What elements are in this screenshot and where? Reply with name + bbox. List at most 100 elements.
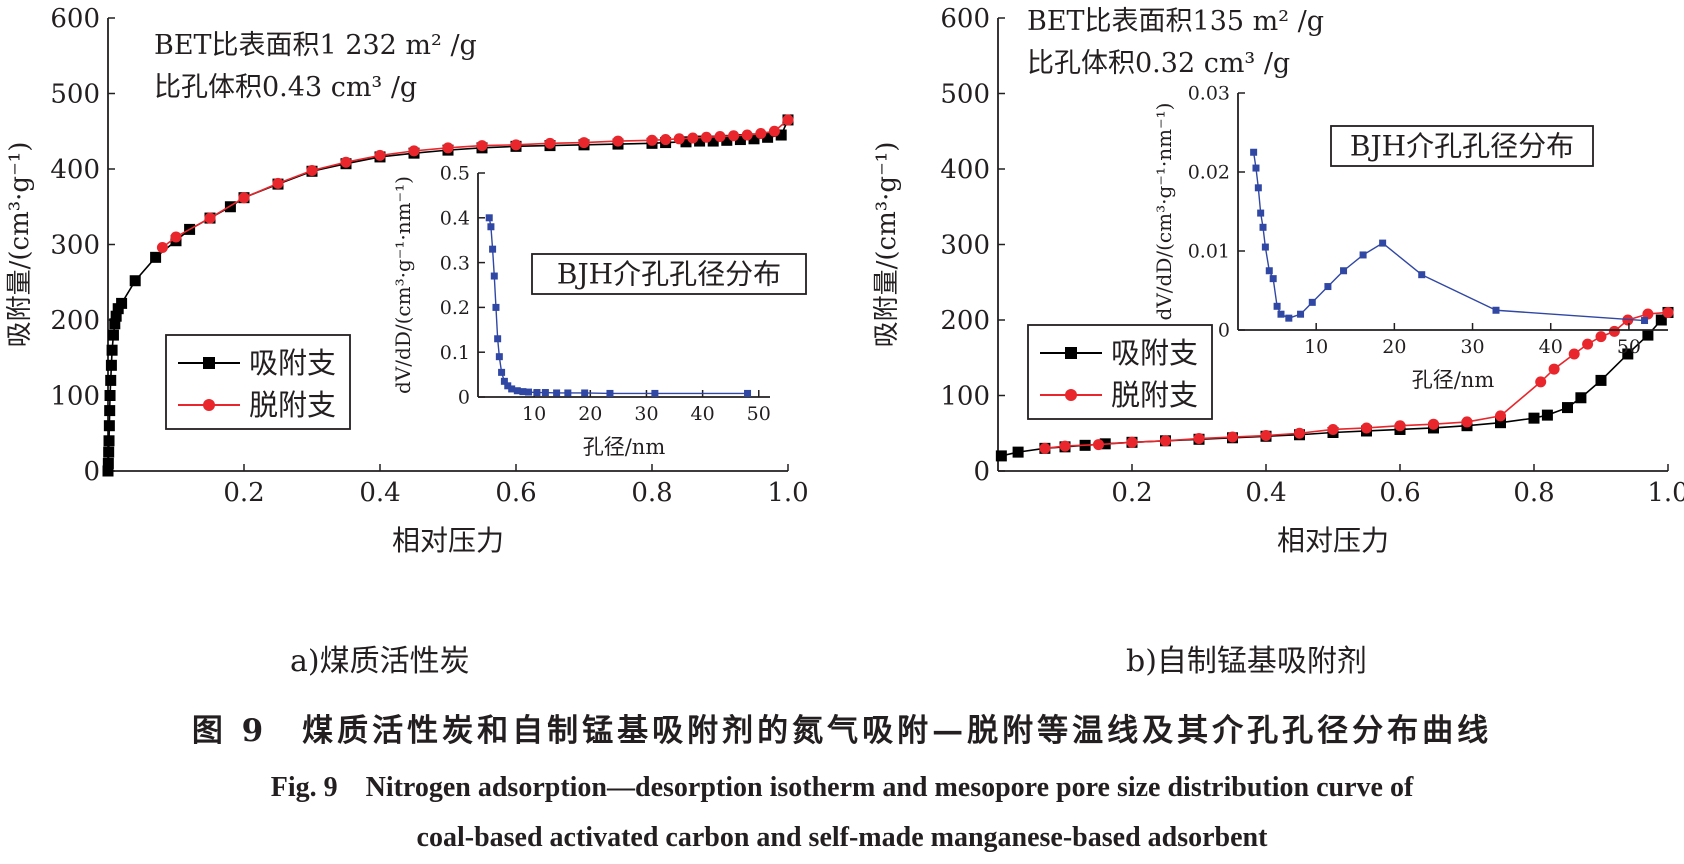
y-tick-label: 400	[940, 155, 990, 185]
data-point-circle	[374, 149, 386, 161]
data-point-square	[1308, 298, 1316, 306]
data-point-square	[1379, 239, 1387, 247]
data-point-circle	[544, 137, 556, 149]
data-point-square	[762, 131, 774, 143]
data-point-circle	[306, 165, 318, 177]
data-point-square	[1641, 317, 1649, 325]
x-tick-label: 30	[1460, 336, 1484, 358]
data-point-square	[1340, 267, 1348, 275]
x-tick-label: 0.8	[1513, 478, 1554, 508]
y-tick-label: 500	[50, 80, 100, 110]
data-point-square	[1012, 446, 1024, 458]
legend-label-desorption: 脱附支	[249, 388, 336, 422]
legend-box	[1027, 324, 1213, 420]
data-point-square	[110, 310, 122, 322]
data-point-square	[104, 390, 116, 401]
x-axis-label: 相对压力	[1277, 524, 1389, 557]
data-point-circle	[741, 129, 753, 141]
data-point-square	[1254, 184, 1262, 192]
data-point-square	[103, 420, 115, 432]
legend-label-adsorption: 吸附支	[1111, 336, 1198, 370]
data-point-square	[1495, 417, 1506, 429]
x-tick-label: 50	[1617, 336, 1641, 358]
subcaption-a: a)煤质活性炭	[290, 644, 470, 679]
legend-box	[165, 334, 351, 430]
data-point-square	[1297, 310, 1305, 318]
data-point-square	[1285, 314, 1293, 322]
data-point-square	[103, 446, 115, 458]
y-tick-label: 300	[50, 231, 100, 261]
data-point-circle	[1160, 435, 1171, 447]
y-tick-label: 0.02	[1188, 162, 1230, 184]
data-point-circle	[1093, 439, 1104, 451]
x-tick-label: 20	[1382, 336, 1406, 358]
data-point-square	[707, 135, 719, 147]
data-point-circle	[238, 192, 250, 204]
data-point-square	[775, 129, 787, 141]
legend-label-adsorption: 吸附支	[249, 346, 336, 380]
data-point-circle	[612, 135, 624, 147]
data-point-square	[102, 457, 114, 469]
data-point-square	[102, 465, 114, 477]
figure-caption-english-line2: coal-based activated carbon and self-mad…	[416, 822, 1268, 853]
data-point-circle	[340, 156, 352, 168]
x-axis-label: 孔径/nm	[1412, 368, 1495, 392]
x-tick-label: 0.4	[359, 478, 400, 508]
data-point-square	[1492, 306, 1500, 314]
data-point-square	[541, 389, 549, 397]
y-tick-label: 0.3	[440, 252, 470, 274]
data-point-circle	[1327, 423, 1339, 435]
x-tick-label: 40	[1539, 336, 1563, 358]
data-point-square	[519, 388, 527, 396]
data-point-square	[105, 359, 117, 371]
data-point-square	[694, 135, 706, 147]
data-point-circle	[646, 134, 658, 146]
data-point-square	[1324, 283, 1332, 291]
x-tick-label: 50	[747, 403, 771, 425]
y-tick-label: 0.4	[440, 207, 470, 229]
data-point-square	[1528, 412, 1540, 424]
y-axis-label: dV/dD/(cm³·g⁻¹·nm⁻¹)	[391, 176, 415, 394]
data-point-square	[1655, 314, 1667, 326]
data-point-circle	[408, 145, 420, 157]
data-point-circle	[1608, 325, 1620, 337]
data-point-circle	[1568, 348, 1580, 360]
data-point-circle	[1294, 427, 1305, 439]
data-point-circle	[204, 212, 216, 224]
pore-volume-annotation: 比孔体积0.43 cm³ /g	[154, 72, 417, 103]
chart-a_inset: 0 0.1 0.2 0.3 0.4 0.5 10 20 30 40 50 孔径/nm dV/dD/(cm…	[391, 163, 807, 459]
data-point-circle	[156, 242, 168, 254]
y-tick-label: 600	[940, 4, 990, 34]
data-point-square	[494, 335, 502, 343]
data-point-square	[492, 303, 500, 311]
data-point-square	[564, 389, 572, 397]
data-point-circle	[660, 134, 672, 146]
data-point-circle	[755, 128, 767, 140]
y-axis-label: dV/dD/(cm³·g⁻¹·nm⁻¹)	[1152, 103, 1176, 321]
data-point-square	[1418, 271, 1426, 279]
figure-caption-english-line1: Fig. 9 Nitrogen adsorption—desorption is…	[270, 772, 1414, 803]
data-point-square	[513, 387, 521, 395]
data-point-square	[721, 134, 733, 146]
data-point-square	[1259, 223, 1267, 231]
data-point-square	[1257, 209, 1265, 217]
data-point-square	[1261, 243, 1269, 251]
data-point-square	[1252, 164, 1260, 172]
x-tick-label: 0.2	[1111, 478, 1152, 508]
y-tick-label: 0	[1218, 320, 1230, 342]
y-tick-label: 0	[973, 457, 990, 487]
chart-b_inset: 0 0.01 0.02 0.03 10 20 30 40 50 孔径/nm dV/dD/(cm³·g…	[1152, 83, 1668, 392]
data-point-square	[1359, 251, 1367, 259]
data-point-square	[1277, 310, 1285, 318]
data-point-square	[651, 389, 659, 397]
x-tick-label: 1.0	[767, 478, 808, 508]
data-point-square	[1595, 374, 1607, 386]
x-tick-label: 20	[578, 403, 602, 425]
y-tick-label: 0.03	[1188, 83, 1230, 105]
data-point-square	[103, 435, 115, 447]
x-tick-label: 0.8	[631, 478, 672, 508]
x-tick-label: 30	[634, 403, 658, 425]
x-tick-label: 1.0	[1647, 478, 1684, 508]
